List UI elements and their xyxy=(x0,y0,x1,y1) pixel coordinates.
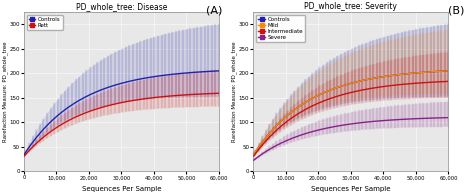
Title: PD_whole_tree: Disease: PD_whole_tree: Disease xyxy=(76,2,167,11)
Y-axis label: Rarefaction Measure: PD_whole_tree: Rarefaction Measure: PD_whole_tree xyxy=(2,41,8,142)
Title: PD_whole_tree: Severity: PD_whole_tree: Severity xyxy=(304,2,397,11)
Y-axis label: Rarefaction Measure: PD_whole_tree: Rarefaction Measure: PD_whole_tree xyxy=(232,41,237,142)
Text: (A): (A) xyxy=(206,6,223,16)
Legend: Controls, Mild, Intermediate, Severe: Controls, Mild, Intermediate, Severe xyxy=(256,15,305,42)
Text: (B): (B) xyxy=(448,6,465,16)
X-axis label: Sequences Per Sample: Sequences Per Sample xyxy=(311,186,391,192)
X-axis label: Sequences Per Sample: Sequences Per Sample xyxy=(82,186,161,192)
Legend: Controls, Rett: Controls, Rett xyxy=(27,15,63,30)
